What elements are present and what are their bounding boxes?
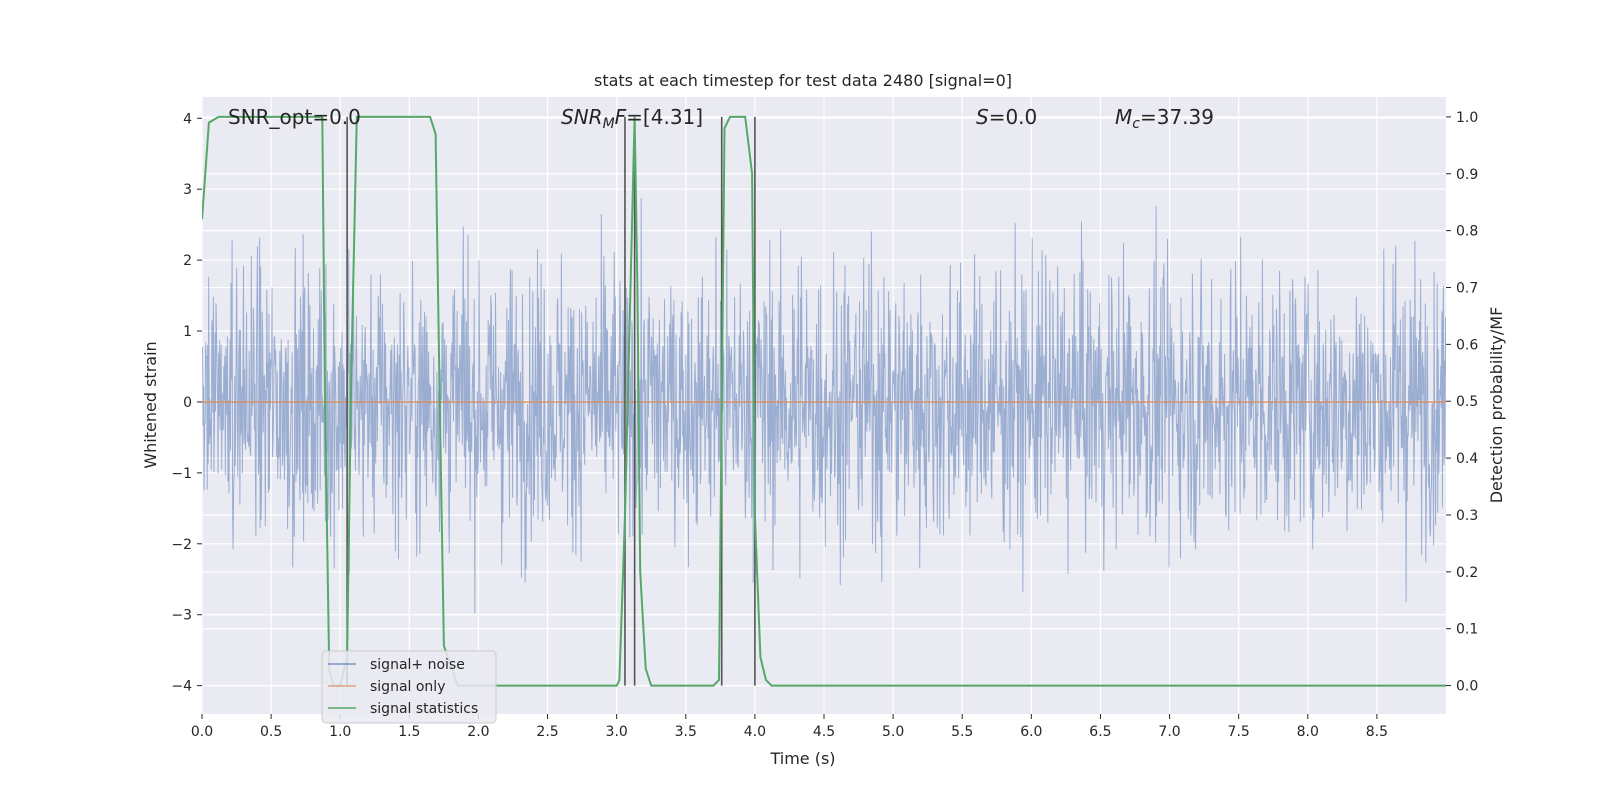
annotation-snr-opt: SNR_opt=0.0 (228, 105, 361, 129)
annotation-snr-mf-sub: M (603, 116, 615, 132)
y-left-tick-label-4: 0 (183, 395, 192, 411)
y-left-tick-label-7: −3 (171, 608, 192, 624)
y-right-tick-label-9: 0.1 (1456, 622, 1478, 638)
annotation-snr-mf-value: =[4.31] (626, 105, 703, 129)
annotation-snr-mf-f: F (615, 105, 627, 129)
axes: 0.0 0.5 1.0 1.5 2.0 2.5 3.0 3.5 4.0 4.5 5.0 5.5 6.0 6… (171, 110, 1478, 740)
y-right-tick-label-7: 0.3 (1456, 508, 1478, 524)
x-tick-label-12: 6.0 (1020, 724, 1042, 740)
y-left-tick-label-0: 4 (183, 111, 192, 127)
x-tick-label-1: 0.5 (260, 724, 282, 740)
annotation-s-value: =0.0 (989, 105, 1038, 129)
x-tick-label-8: 4.0 (744, 724, 766, 740)
x-tick-label-0: 0.0 (191, 724, 213, 740)
x-tick-label-7: 3.5 (675, 724, 697, 740)
chart-title: stats at each timestep for test data 248… (594, 71, 1012, 90)
annotation-mc-sub: c (1132, 116, 1140, 132)
x-tick-label-11: 5.5 (951, 724, 973, 740)
x-tick-label-3: 1.5 (398, 724, 420, 740)
y-right-tick-label-10: 0.0 (1456, 679, 1478, 695)
x-tick-label-4: 2.0 (467, 724, 489, 740)
y-left-tick-label-5: −1 (171, 466, 192, 482)
annotation-s: S=0.0 (976, 105, 1037, 129)
legend-label-signal: signal only (370, 679, 445, 695)
y-right-tick-label-1: 0.9 (1456, 167, 1478, 183)
annotation-mc: Mc=37.39 (1115, 105, 1214, 132)
y-left-tick-label-3: 1 (183, 324, 192, 340)
y-left-tick-label-2: 2 (183, 253, 192, 269)
annotation-mc-value: =37.39 (1140, 105, 1214, 129)
x-tick-label-2: 1.0 (329, 724, 351, 740)
y-right-tick-label-3: 0.7 (1456, 281, 1478, 297)
x-axis-label: Time (s) (769, 749, 835, 768)
x-tick-label-17: 8.5 (1366, 724, 1388, 740)
y-right-tick-label-0: 1.0 (1456, 110, 1478, 126)
noise-line (202, 198, 1446, 614)
x-tick-label-5: 2.5 (536, 724, 558, 740)
annotation-snr-mf-main: SNR (561, 105, 603, 129)
noise-series (202, 198, 1446, 614)
annotation-s-main: S (976, 105, 989, 129)
x-tick-label-14: 7.0 (1158, 724, 1180, 740)
y-left-tick-label-6: −2 (171, 537, 192, 553)
y-left-tick-label-1: 3 (183, 182, 192, 198)
y-axis-label-left: Whitened strain (141, 341, 160, 468)
x-tick-label-6: 3.0 (606, 724, 628, 740)
x-tick-label-15: 7.5 (1228, 724, 1250, 740)
y-axis-label-right: Detection probability/MF (1487, 307, 1506, 504)
y-right-tick-label-5: 0.5 (1456, 394, 1478, 410)
x-tick-label-10: 5.0 (882, 724, 904, 740)
y-right-tick-label-2: 0.8 (1456, 224, 1478, 240)
y-right-tick-label-6: 0.4 (1456, 451, 1478, 467)
x-tick-label-16: 8.0 (1297, 724, 1319, 740)
annotation-mc-main: M (1115, 105, 1132, 129)
legend-box (321, 650, 497, 724)
legend-label-noise: signal+ noise (370, 657, 465, 673)
x-tick-label-9: 4.5 (813, 724, 835, 740)
legend-label-stats: signal statistics (370, 701, 478, 717)
y-right-tick-label-4: 0.6 (1456, 337, 1478, 353)
x-tick-label-13: 6.5 (1089, 724, 1111, 740)
y-right-tick-label-8: 0.2 (1456, 565, 1478, 581)
annotation-snr-mf: SNRMF=[4.31] (561, 105, 703, 132)
y-left-tick-label-8: −4 (171, 679, 192, 695)
legend: signal+ noise signal only signal statist… (321, 650, 497, 724)
